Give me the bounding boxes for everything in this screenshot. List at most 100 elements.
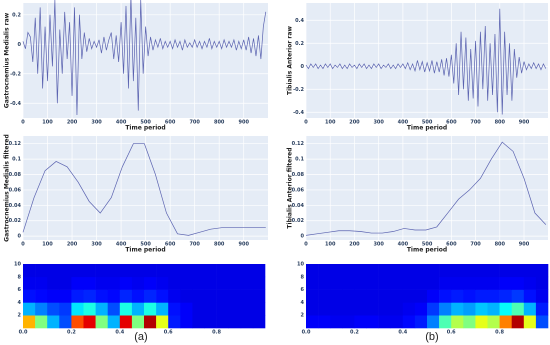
x-tick-label: 0.8	[212, 330, 221, 336]
heatmap-cell	[378, 302, 391, 316]
y-tick-label: 0.1	[12, 157, 21, 163]
heatmap-cell	[354, 302, 367, 316]
heatmap-cell	[499, 302, 512, 316]
heatmap-cell	[144, 302, 157, 316]
heatmap-cell	[95, 276, 108, 290]
x-axis-label: Time period	[125, 247, 165, 254]
x-axis-label: Time period	[407, 125, 447, 132]
heatmap-cell	[228, 276, 242, 290]
heatmap-cell	[439, 302, 452, 316]
heatmap-cell	[318, 264, 331, 278]
x-tick-label: 800	[495, 242, 506, 248]
heatmap-cell	[59, 302, 72, 316]
heatmap-cell	[342, 276, 355, 290]
heatmap-cell	[216, 264, 229, 278]
x-tick-label: 0.2	[350, 330, 359, 336]
x-tick-label: 900	[519, 242, 530, 248]
heatmap-cell	[342, 302, 355, 316]
heatmap-cell	[95, 264, 108, 278]
y-tick-label: 0.2	[295, 41, 304, 47]
heatmap-cell	[156, 289, 169, 303]
x-tick-label: 700	[470, 120, 481, 126]
heatmap-cell	[144, 264, 157, 278]
heatmap-cell	[240, 315, 254, 329]
heatmap-cell	[451, 315, 464, 329]
heatmap-cell	[83, 276, 96, 290]
heatmap-cell	[390, 264, 404, 278]
heatmap-cell	[83, 264, 96, 278]
heatmap-cell	[107, 276, 121, 290]
heatmap-cell	[156, 315, 169, 329]
heatmap-cell	[192, 289, 205, 303]
x-tick-label: 600	[165, 242, 176, 248]
heatmap-cell	[23, 264, 36, 278]
heatmap-cell	[35, 289, 48, 303]
heatmap-cell	[119, 264, 133, 278]
heatmap-cell	[427, 302, 440, 316]
heatmap-cell	[414, 276, 428, 290]
y-tick-label: 0	[301, 64, 305, 70]
heatmap-cell	[107, 315, 121, 329]
x-tick-label: 0	[304, 120, 308, 126]
heatmap-cell	[330, 302, 343, 316]
heatmap-cell	[204, 264, 217, 278]
heatmap-cell	[354, 289, 367, 303]
x-tick-label: 0.6	[447, 330, 456, 336]
heatmap-cell	[252, 289, 266, 303]
heatmap-cell	[119, 302, 133, 316]
heatmap-cell	[47, 264, 60, 278]
heatmap-cell	[402, 276, 416, 290]
heatmap-cell	[390, 302, 404, 316]
heatmap-cell	[252, 315, 266, 329]
caption: (a)	[134, 331, 147, 343]
y-tick-label: 0.06	[9, 187, 22, 193]
y-axis-label: Gastrocnemius Medialis filtered	[4, 134, 11, 242]
heatmap-cell	[59, 289, 72, 303]
heatmap-cell	[180, 315, 193, 329]
x-tick-label: 0	[21, 120, 25, 126]
heatmap-cell	[463, 302, 476, 316]
heatmap-cell	[475, 289, 488, 303]
heatmap-cell	[180, 289, 193, 303]
heatmap-cell	[366, 315, 379, 329]
heatmap-cell	[216, 315, 229, 329]
heatmap-cell	[523, 315, 537, 329]
heatmap-cell	[240, 264, 254, 278]
heatmap-cell	[23, 302, 36, 316]
heatmap-cell	[427, 276, 440, 290]
heatmap-cell	[414, 315, 428, 329]
x-tick-label: 600	[446, 120, 457, 126]
heatmap-cell	[35, 302, 48, 316]
x-tick-label: 200	[67, 242, 78, 248]
heatmap-cell	[439, 264, 452, 278]
y-tick-label: 0.4	[295, 18, 304, 24]
heatmap-cell	[228, 289, 242, 303]
x-tick-label: 700	[189, 120, 200, 126]
y-tick-label: -0.4	[293, 110, 304, 116]
heatmap-cell	[499, 264, 512, 278]
heatmap-cell	[451, 302, 464, 316]
y-axis-label: Gastrocnemius Medialis raw	[4, 12, 11, 108]
signal-line	[22, 0, 267, 116]
heatmap-cell	[216, 289, 229, 303]
y-tick-label: 4	[301, 300, 305, 306]
signal-line	[305, 141, 547, 236]
heatmap-cell	[59, 264, 72, 278]
y-tick-label: 2	[301, 313, 305, 319]
heatmap-cell	[240, 276, 254, 290]
heatmap-cell	[463, 289, 476, 303]
heatmap-cell	[252, 264, 266, 278]
heatmap-cell	[131, 315, 145, 329]
heatmap-cell	[47, 302, 60, 316]
heatmap-cell	[131, 276, 145, 290]
heatmap-cell	[35, 264, 48, 278]
heatmap-cell	[71, 315, 84, 329]
heatmap-cell	[71, 276, 84, 290]
heatmap-cell	[306, 315, 319, 329]
x-tick-label: 300	[373, 242, 384, 248]
heatmap-cell	[192, 276, 205, 290]
heatmap-cell	[523, 289, 537, 303]
heatmap-cell	[535, 289, 549, 303]
heatmap-cell	[463, 315, 476, 329]
heatmap-cell	[47, 289, 60, 303]
